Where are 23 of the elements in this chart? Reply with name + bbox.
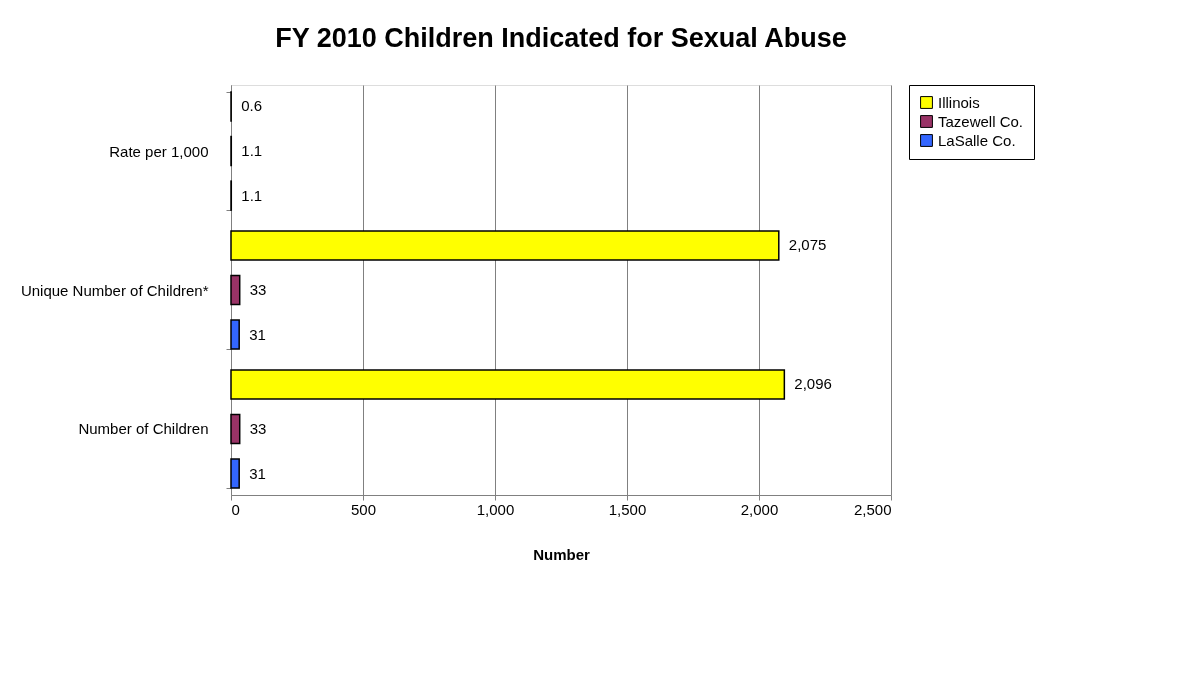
data-label: 33 — [249, 281, 267, 298]
x-tick-label: 1,500 — [608, 500, 647, 518]
chart-title: FY 2010 Children Indicated for Sexual Abuse — [275, 23, 847, 53]
y-tick-label: Rate per 1,000 — [109, 142, 209, 160]
x-tick-label: 500 — [350, 500, 377, 518]
x-tick-label: 2,000 — [740, 500, 779, 518]
data-label: 0.6 — [241, 97, 263, 115]
data-label: 31 — [249, 325, 266, 343]
x-tick-label: 1,000 — [476, 500, 515, 518]
data-label: 1.1 — [241, 142, 263, 160]
data-label: 2,075 — [788, 236, 827, 254]
data-label: 31 — [249, 464, 266, 482]
x-axis-title: Number — [533, 545, 590, 563]
x-tick-label: 2,500 — [853, 500, 892, 518]
data-label: 33 — [249, 419, 267, 437]
legend-label: LaSalle Co. — [938, 131, 1016, 149]
y-tick-label: Number of Children — [78, 420, 209, 438]
legend-label: Tazewell Co. — [938, 112, 1024, 130]
data-label: 1.1 — [241, 186, 263, 204]
legend-label: Illinois — [938, 93, 980, 111]
data-label: 2,096 — [794, 375, 832, 393]
y-tick-label: Unique Number of Children* — [20, 281, 209, 299]
x-tick-label: 0 — [231, 500, 240, 518]
